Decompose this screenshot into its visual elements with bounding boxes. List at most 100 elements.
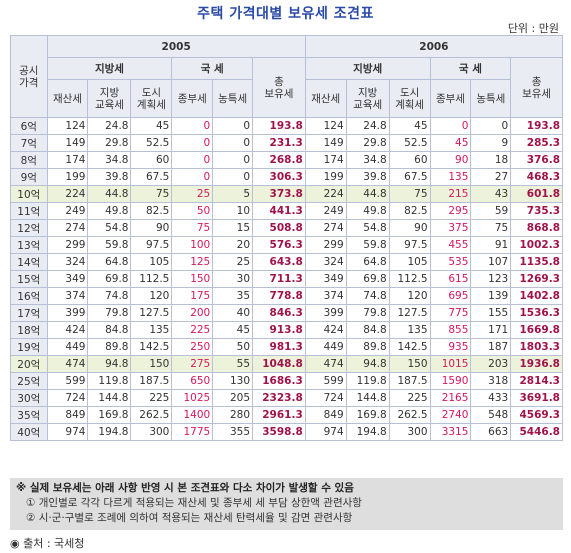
local-edu-tax-cell: 74.8 bbox=[87, 287, 132, 305]
property-tax-cell: 974 bbox=[46, 423, 89, 441]
total-tax-cell: 601.8 bbox=[510, 185, 563, 203]
property-tax-cell: 849 bbox=[304, 406, 347, 424]
urban-plan-tax-cell: 112.5 bbox=[130, 270, 173, 288]
urban-plan-tax-cell: 135 bbox=[388, 321, 431, 339]
property-tax-cell: 424 bbox=[304, 321, 347, 339]
total-tax-cell: 735.3 bbox=[510, 202, 563, 220]
total-tax-cell: 193.8 bbox=[252, 117, 306, 135]
table-row: 13억 299 59.8 97.5 100 20 576.3 299 59.8 97.5 455 91… bbox=[10, 236, 563, 254]
farm-tax-cell: 59 bbox=[470, 202, 512, 220]
property-tax-cell: 974 bbox=[304, 423, 347, 441]
urban-plan-tax-cell: 187.5 bbox=[130, 372, 173, 390]
total-tax-cell: 1669.8 bbox=[510, 321, 563, 339]
comp-tax-cell: 855 bbox=[429, 321, 472, 339]
local-edu-tax-cell: 34.8 bbox=[345, 151, 390, 169]
local-edu-header: 지방 교육세 bbox=[87, 79, 132, 118]
property-tax-cell: 349 bbox=[46, 270, 89, 288]
total-tax-cell: 1135.8 bbox=[510, 253, 563, 271]
comp-tax-cell: 295 bbox=[429, 202, 472, 220]
table-row: 18억 424 84.8 135 225 45 913.8 424 84.8 135 855 171 1… bbox=[10, 321, 563, 339]
total-tax-cell: 373.8 bbox=[252, 185, 306, 203]
unit-label: 단위 : 만원 bbox=[507, 22, 559, 35]
farm-tax-cell: 0 bbox=[212, 151, 254, 169]
local-edu-tax-cell: 144.8 bbox=[87, 389, 132, 407]
source-label: ◉ 출처 : 국세청 bbox=[10, 537, 85, 550]
farm-tax-header: 농특세 bbox=[212, 79, 254, 118]
property-tax-cell: 299 bbox=[304, 236, 347, 254]
farm-tax-cell: 45 bbox=[212, 321, 254, 339]
farm-tax-cell: 15 bbox=[212, 219, 254, 237]
urban-plan-tax-cell: 67.5 bbox=[130, 168, 173, 186]
comp-tax-cell: 100 bbox=[171, 236, 214, 254]
farm-tax-cell: 18 bbox=[470, 151, 512, 169]
farm-tax-cell: 107 bbox=[470, 253, 512, 271]
total-tax-cell: 1402.8 bbox=[510, 287, 563, 305]
farm-tax-cell: 355 bbox=[212, 423, 254, 441]
table-row: 19억 449 89.8 142.5 250 50 981.3 449 89.8 142.5 935… bbox=[10, 338, 563, 356]
local-edu-tax-cell: 59.8 bbox=[345, 236, 390, 254]
comp-tax-cell: 615 bbox=[429, 270, 472, 288]
national-tax-header-2006: 국 세 bbox=[429, 57, 512, 80]
local-edu-tax-cell: 94.8 bbox=[345, 355, 390, 373]
price-cell: 10억 bbox=[10, 185, 48, 203]
comp-tax-cell: 1015 bbox=[429, 355, 472, 373]
farm-tax-cell: 40 bbox=[212, 304, 254, 322]
total-tax-cell: 2814.3 bbox=[510, 372, 563, 390]
urban-plan-tax-cell: 45 bbox=[130, 117, 173, 135]
comp-tax-cell: 0 bbox=[429, 117, 472, 135]
total-tax-cell: 268.8 bbox=[252, 151, 306, 169]
farm-tax-cell: 25 bbox=[212, 253, 254, 271]
property-tax-cell: 599 bbox=[304, 372, 347, 390]
table-row: 12억 274 54.8 90 75 15 508.8 274 54.8 90 375 75 868.8 bbox=[10, 219, 563, 237]
property-tax-cell: 174 bbox=[304, 151, 347, 169]
price-cell: 18억 bbox=[10, 321, 48, 339]
urban-plan-tax-cell: 45 bbox=[388, 117, 431, 135]
urban-plan-tax-cell: 52.5 bbox=[388, 134, 431, 152]
property-tax-cell: 324 bbox=[46, 253, 89, 271]
property-tax-cell: 399 bbox=[46, 304, 89, 322]
table-row: 10억 224 44.8 75 25 5 373.8 224 44.8 75 215 43 601.8 bbox=[10, 185, 563, 203]
urban-plan-tax-cell: 97.5 bbox=[388, 236, 431, 254]
farm-tax-cell: 171 bbox=[470, 321, 512, 339]
property-tax-cell: 224 bbox=[46, 185, 89, 203]
comp-tax-cell: 1025 bbox=[171, 389, 214, 407]
farm-tax-cell: 130 bbox=[212, 372, 254, 390]
farm-tax-cell: 5 bbox=[212, 185, 254, 203]
total-tax-cell: 981.3 bbox=[252, 338, 306, 356]
comp-tax-cell: 175 bbox=[171, 287, 214, 305]
comp-tax-cell: 455 bbox=[429, 236, 472, 254]
farm-tax-cell: 548 bbox=[470, 406, 512, 424]
comp-tax-cell: 250 bbox=[171, 338, 214, 356]
row-header-price: 공시 가격 bbox=[10, 35, 48, 118]
property-tax-cell: 474 bbox=[46, 355, 89, 373]
farm-tax-cell: 318 bbox=[470, 372, 512, 390]
note-line-2: ① 개인별로 각각 다르게 적용되는 재산세 및 종부세 세 부담 상한액 관련… bbox=[26, 497, 362, 509]
comp-tax-cell: 0 bbox=[171, 117, 214, 135]
total-tax-cell: 1936.8 bbox=[510, 355, 563, 373]
table-row: 25억 599 119.8 187.5 650 130 1686.3 599 119.8 187.… bbox=[10, 372, 563, 390]
price-cell: 13억 bbox=[10, 236, 48, 254]
comp-tax-cell: 3315 bbox=[429, 423, 472, 441]
farm-tax-cell: 280 bbox=[212, 406, 254, 424]
total-tax-cell: 913.8 bbox=[252, 321, 306, 339]
comp-tax-cell: 1590 bbox=[429, 372, 472, 390]
farm-tax-cell: 35 bbox=[212, 287, 254, 305]
table-row: 20억 474 94.8 150 275 55 1048.8 474 94.8 150 1015 20… bbox=[10, 355, 563, 373]
tax-table: 공시 가격 2005 2006 지방세 국 세 총 보유세 지방세 국 세 총 … bbox=[10, 35, 564, 441]
total-tax-cell: 1536.3 bbox=[510, 304, 563, 322]
property-tax-cell: 199 bbox=[46, 168, 89, 186]
table-row: 8억 174 34.8 60 0 0 268.8 174 34.8 60 90 18 376.8 bbox=[10, 151, 563, 169]
price-cell: 8억 bbox=[10, 151, 48, 169]
property-tax-cell: 124 bbox=[304, 117, 347, 135]
urban-plan-tax-cell: 52.5 bbox=[130, 134, 173, 152]
property-tax-cell: 324 bbox=[304, 253, 347, 271]
local-edu-tax-cell: 29.8 bbox=[87, 134, 132, 152]
local-edu-tax-cell: 74.8 bbox=[345, 287, 390, 305]
local-edu-tax-cell: 39.8 bbox=[87, 168, 132, 186]
price-cell: 14억 bbox=[10, 253, 48, 271]
price-cell: 35억 bbox=[10, 406, 48, 424]
urban-plan-tax-cell: 225 bbox=[388, 389, 431, 407]
price-cell: 6억 bbox=[10, 117, 48, 135]
total-tax-cell: 1269.3 bbox=[510, 270, 563, 288]
urban-plan-tax-cell: 150 bbox=[130, 355, 173, 373]
